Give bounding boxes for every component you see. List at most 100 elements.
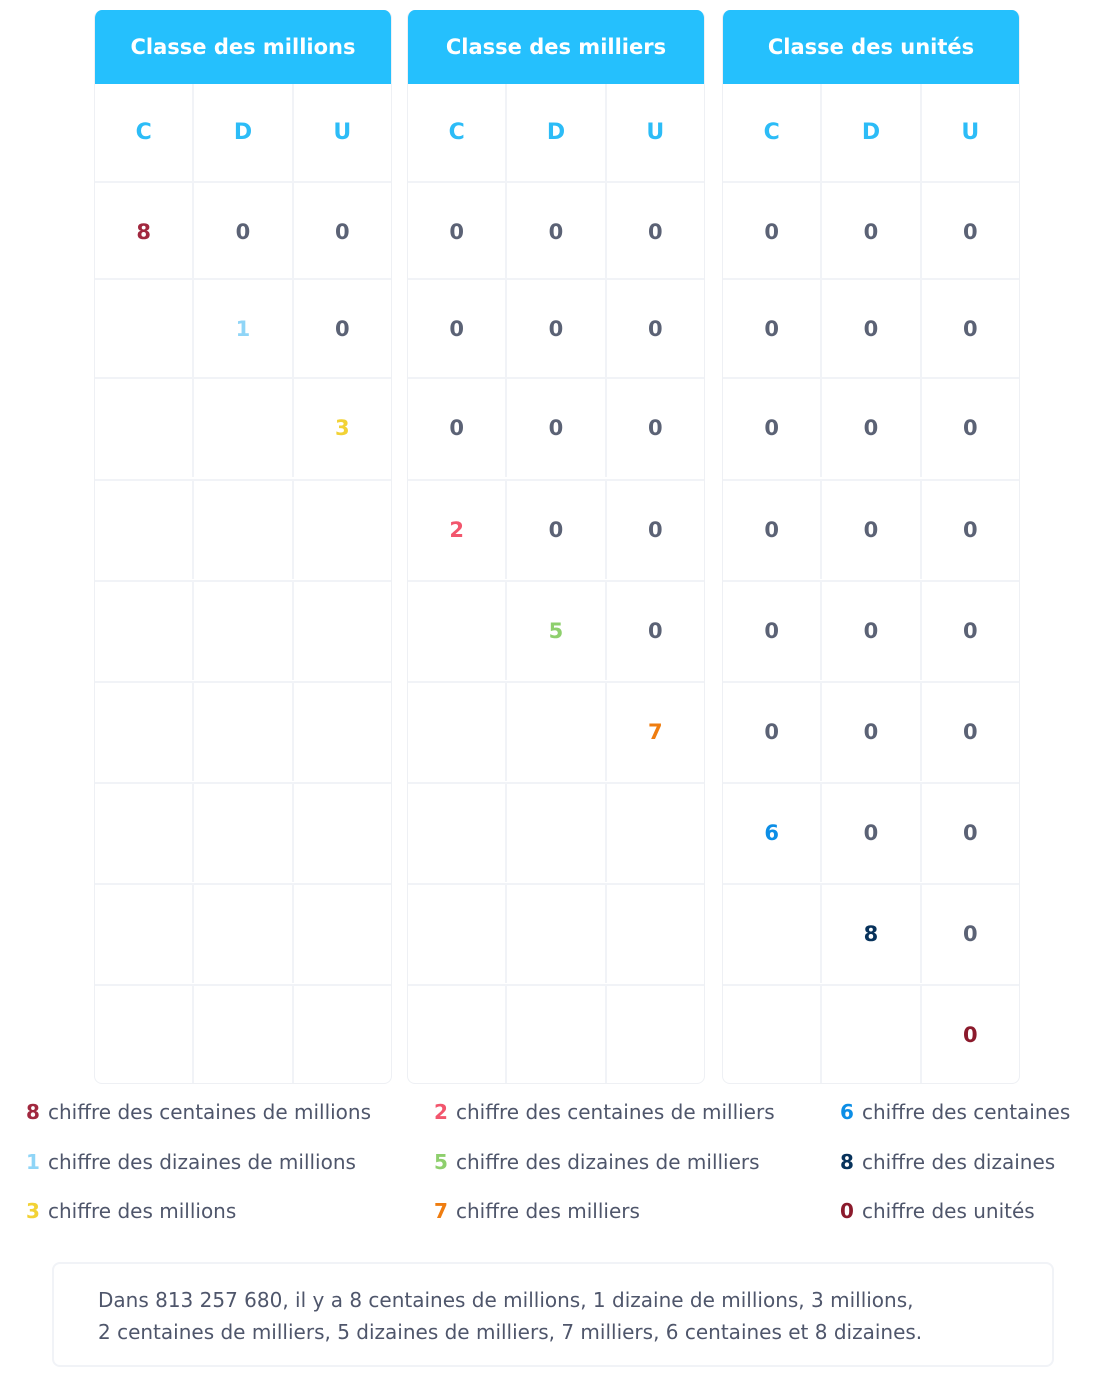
digit-cell: 0 <box>919 885 1019 983</box>
legend-digit: 6 <box>840 1100 854 1124</box>
table-row <box>95 681 391 781</box>
digit-cell <box>95 379 192 477</box>
digit-cell: 0 <box>449 220 464 244</box>
digit-cell: 0 <box>505 183 604 281</box>
digit-cell <box>192 885 291 983</box>
digit-cell <box>723 986 820 1083</box>
digit-cell <box>95 481 192 579</box>
column-header-u: U <box>291 84 391 181</box>
digit-cell <box>408 986 505 1083</box>
legend-label: chiffre des millions <box>48 1199 237 1223</box>
legend-digit: 2 <box>434 1100 448 1124</box>
legend-item: 7 chiffre des milliers <box>428 1199 640 1223</box>
legend-digit: 0 <box>840 1199 854 1223</box>
digit-cell: 0 <box>764 720 779 744</box>
digit-cell <box>820 986 919 1083</box>
legend-digit: 5 <box>434 1150 448 1174</box>
legend-item: 5 chiffre des dizaines de milliers <box>428 1150 760 1174</box>
table-row: 3 <box>95 377 391 477</box>
digit-cell: 5 <box>505 582 604 680</box>
column-header-u: U <box>604 84 704 181</box>
digit-cell <box>95 582 192 680</box>
legend-label: chiffre des dizaines <box>862 1150 1056 1174</box>
digit-cell: 0 <box>820 481 919 579</box>
legend-digit: 8 <box>840 1150 854 1174</box>
table-row: 0 <box>723 984 1019 1083</box>
digit-cell <box>95 683 192 781</box>
digit-cell: 0 <box>820 379 919 477</box>
legend-item: 8 chiffre des dizaines <box>834 1150 1055 1174</box>
digit-cell: 0 <box>919 183 1019 281</box>
digit-cell <box>291 986 391 1083</box>
table-row <box>95 883 391 983</box>
legend-item: 2 chiffre des centaines de milliers <box>428 1100 775 1124</box>
digit-cell <box>192 379 291 477</box>
digit-cell: 0 <box>919 582 1019 680</box>
summary-line-2: 2 centaines de milliers, 5 dizaines de m… <box>98 1320 923 1344</box>
digit-cell: 8 <box>136 220 151 244</box>
table-row <box>95 984 391 1083</box>
digit-cell: 0 <box>604 183 704 281</box>
digit-cell <box>192 784 291 882</box>
digit-cell <box>291 582 391 680</box>
digit-cell <box>192 481 291 579</box>
column-header-c: C <box>448 120 465 145</box>
digit-cell: 0 <box>764 416 779 440</box>
digit-cell <box>505 683 604 781</box>
digit-cell: 0 <box>505 280 604 378</box>
table-row <box>408 984 704 1083</box>
digit-cell: 0 <box>604 280 704 378</box>
digit-cell <box>192 986 291 1083</box>
digit-cell <box>604 885 704 983</box>
column-header-d: D <box>820 84 919 181</box>
column-header-d: D <box>505 84 604 181</box>
digit-cell: 6 <box>764 821 779 845</box>
digit-cell: 0 <box>505 379 604 477</box>
digit-cell <box>505 784 604 882</box>
digit-cell: 0 <box>764 518 779 542</box>
digit-cell <box>505 986 604 1083</box>
legend-label: chiffre des unités <box>862 1199 1035 1223</box>
legend-item: 3 chiffre des millions <box>20 1199 236 1223</box>
digit-cell <box>291 683 391 781</box>
class-header: Classe des unités <box>723 10 1019 84</box>
legend-item: 1 chiffre des dizaines de millions <box>20 1150 356 1174</box>
digit-cell <box>291 885 391 983</box>
class-table-2: Classe des milliers C D U 0 0 0 0 0 0 0 0 0 2 0 0 5 0 7 <box>407 10 705 1084</box>
digit-cell <box>95 784 192 882</box>
legend-digit: 8 <box>26 1100 40 1124</box>
digit-cell: 0 <box>291 183 391 281</box>
table-row: 7 <box>408 681 704 781</box>
digit-cell: 0 <box>919 683 1019 781</box>
digit-cell: 0 <box>604 379 704 477</box>
legend-label: chiffre des milliers <box>456 1199 640 1223</box>
digit-cell <box>408 885 505 983</box>
column-header-u: U <box>919 84 1019 181</box>
digit-cell: 0 <box>449 317 464 341</box>
digit-cell: 0 <box>820 280 919 378</box>
column-header-d: D <box>192 84 291 181</box>
legend-digit: 3 <box>26 1199 40 1223</box>
summary-line-1: Dans 813 257 680, il y a 8 centaines de … <box>98 1288 914 1312</box>
digit-cell: 2 <box>449 518 464 542</box>
legend-item: 8 chiffre des centaines de millions <box>20 1100 371 1124</box>
digit-cell: 0 <box>291 280 391 378</box>
legend-item: 0 chiffre des unités <box>834 1199 1035 1223</box>
digit-cell <box>723 885 820 983</box>
digit-cell <box>408 582 505 680</box>
digit-cell: 0 <box>505 481 604 579</box>
digit-legend: 8 chiffre des centaines de millions 1 chiff… <box>0 1100 1106 1240</box>
legend-digit: 1 <box>26 1150 40 1174</box>
legend-item: 6 chiffre des centaines <box>834 1100 1070 1124</box>
legend-label: chiffre des centaines de millions <box>48 1100 372 1124</box>
